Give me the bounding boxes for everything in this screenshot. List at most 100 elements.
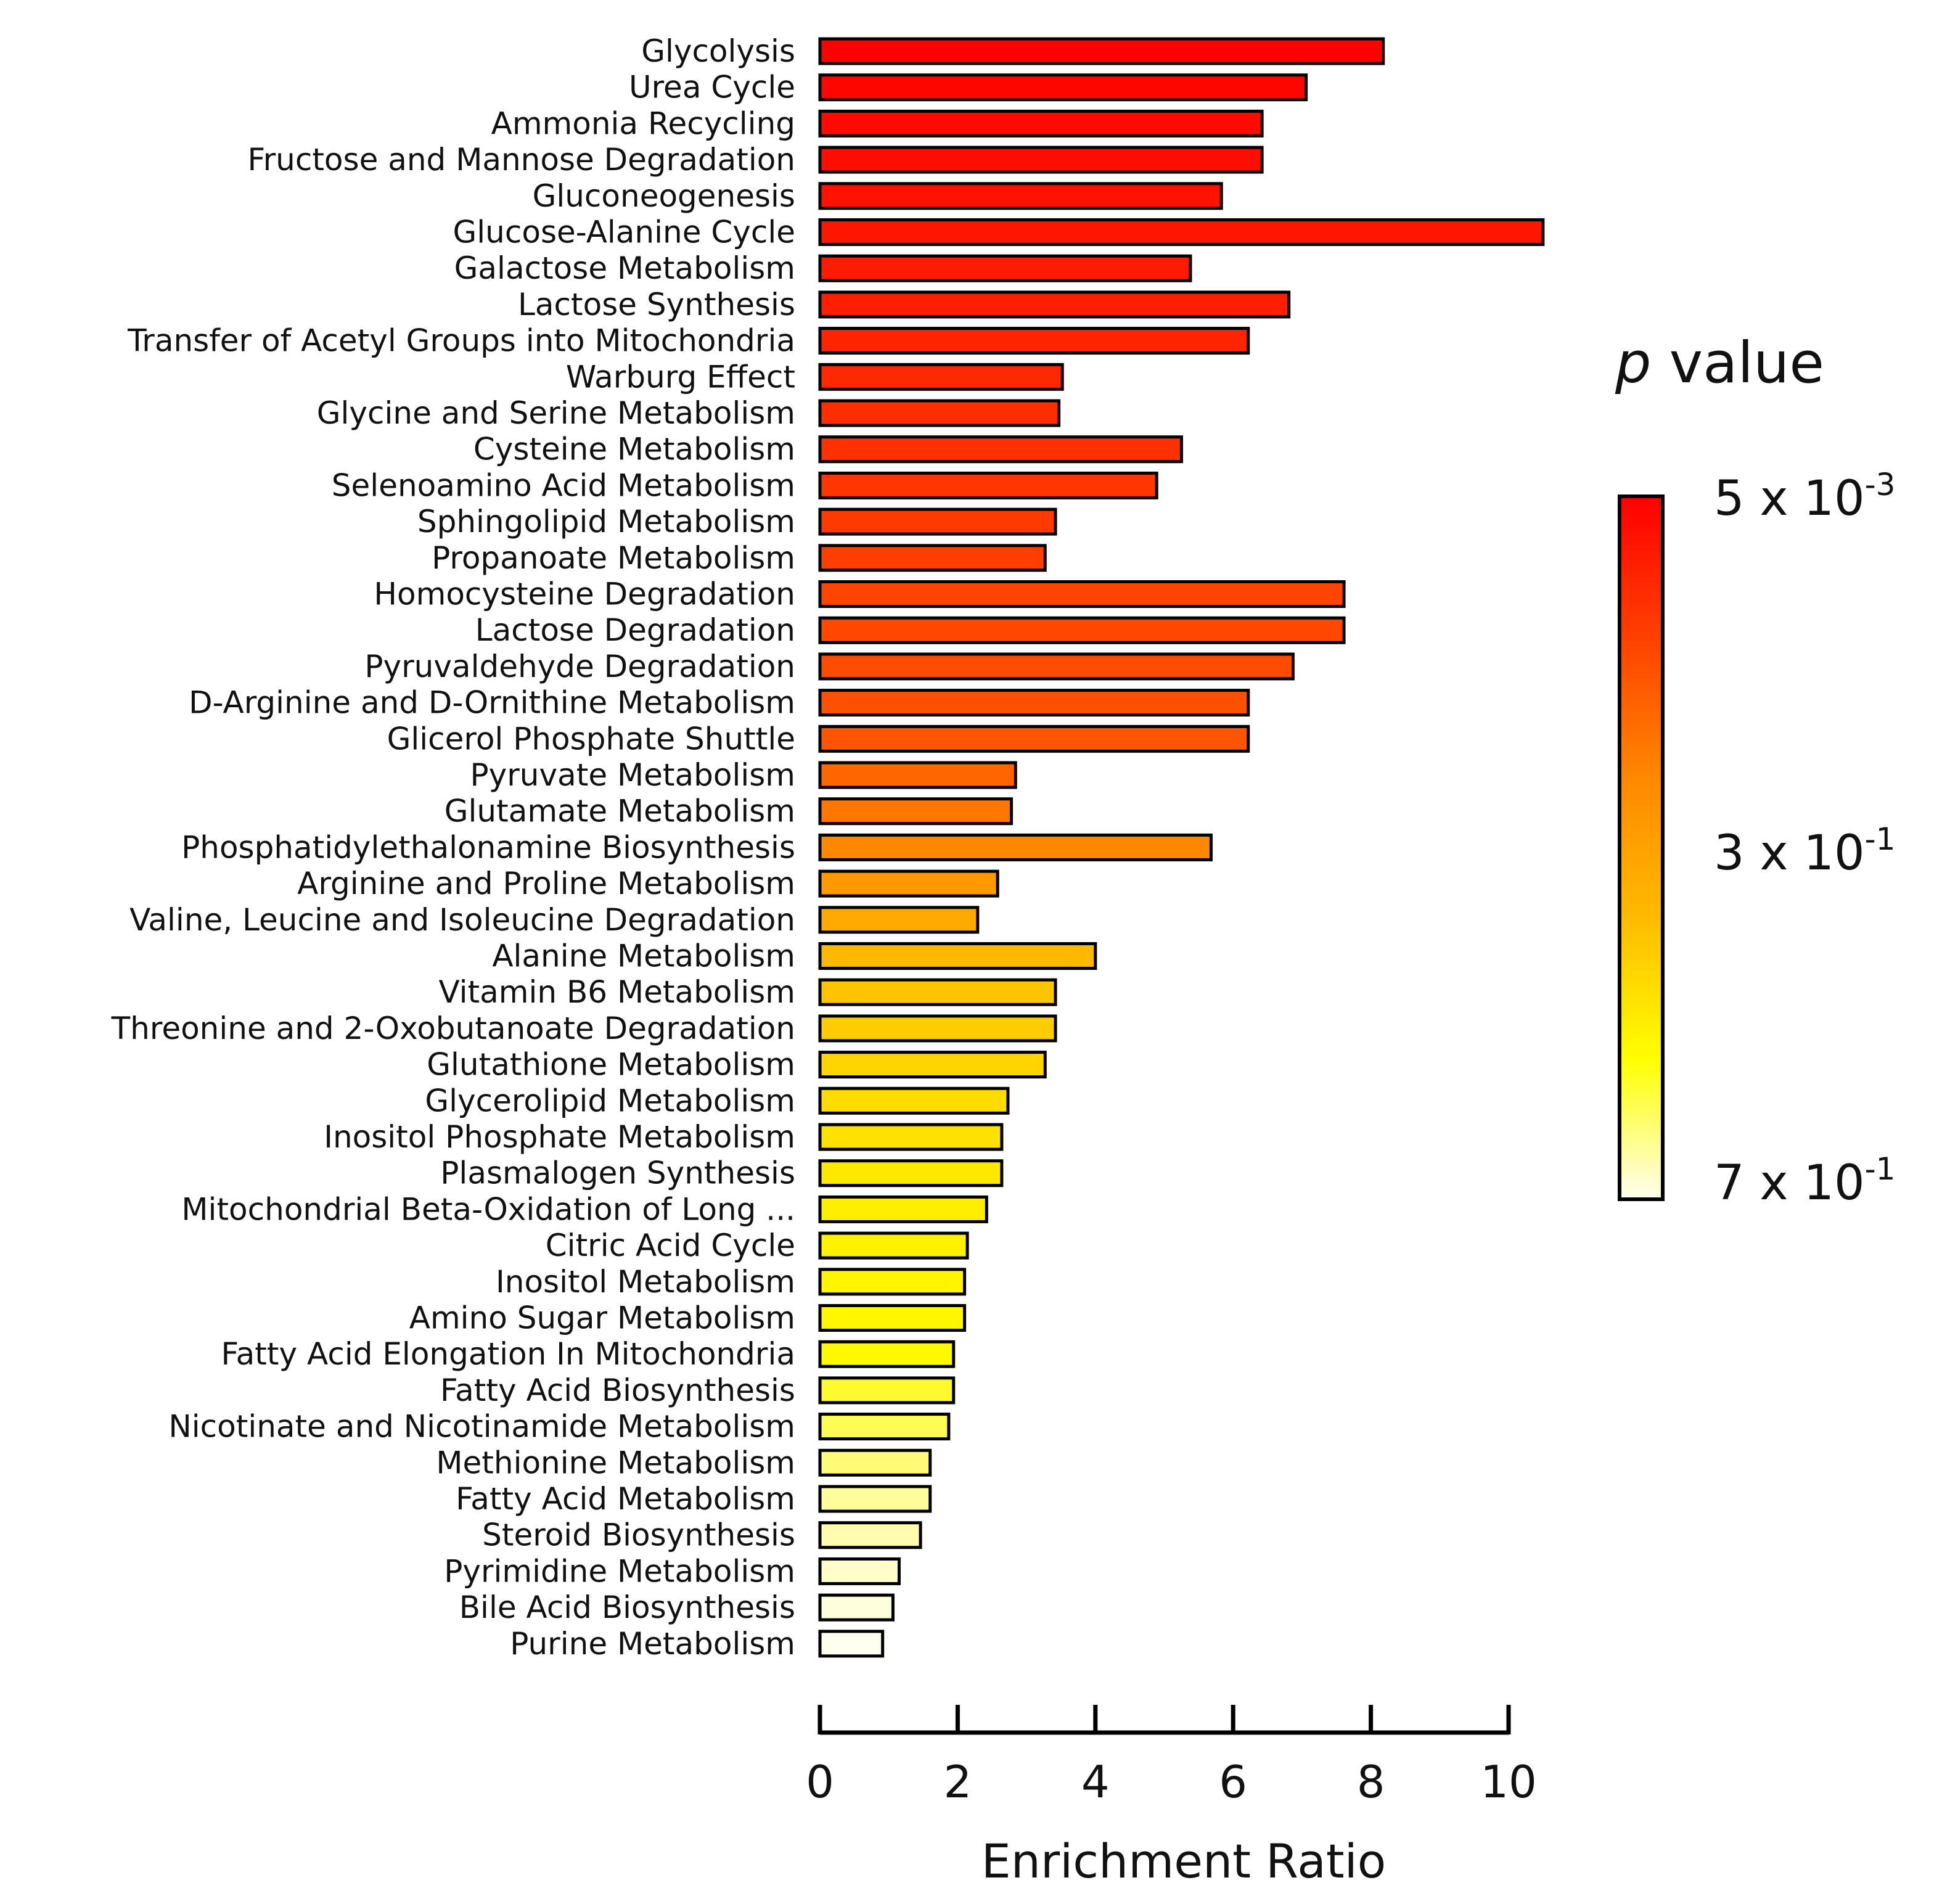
x-tick-label: 8	[1357, 1756, 1385, 1808]
category-label: Nicotinate and Nicotinamide Metabolism	[168, 1409, 795, 1445]
bar	[818, 1231, 969, 1260]
category-label: Valine, Leucine and Isoleucine Degradati…	[129, 902, 795, 938]
category-label: Warburg Effect	[566, 359, 795, 395]
x-tick-label: 0	[806, 1756, 834, 1808]
bar	[818, 1376, 956, 1405]
bar	[818, 978, 1057, 1006]
bar	[818, 942, 1097, 970]
category-label: Fatty Acid Metabolism	[456, 1481, 795, 1517]
category-label: Galactose Metabolism	[454, 250, 795, 286]
bar	[818, 1557, 901, 1585]
category-label: Pyruvate Metabolism	[470, 757, 796, 793]
category-label: Homocysteine Degradation	[374, 577, 795, 612]
bar	[818, 507, 1057, 536]
bar	[818, 37, 1385, 65]
category-label: Bile Acid Biosynthesis	[459, 1590, 795, 1625]
bar	[818, 435, 1183, 464]
colorbar-legend: p value 5 x 10-33 x 10-17 x 10-1	[1615, 330, 1896, 1211]
bar	[818, 109, 1264, 137]
category-label: Glycerolipid Metabolism	[425, 1083, 795, 1118]
bar	[818, 544, 1047, 572]
bar	[818, 616, 1346, 644]
category-label: Fatty Acid Biosynthesis	[440, 1373, 795, 1408]
bar	[818, 580, 1346, 608]
category-label: Inositol Metabolism	[496, 1264, 795, 1300]
category-label: Arginine and Proline Metabolism	[297, 866, 795, 901]
bar	[818, 254, 1192, 282]
category-label: Plasmalogen Synthesis	[440, 1155, 795, 1191]
category-label: Alanine Metabolism	[492, 938, 795, 974]
colorbar	[1618, 494, 1665, 1201]
category-label: Amino Sugar Metabolism	[409, 1300, 795, 1336]
category-label: Inositol Phosphate Metabolism	[324, 1119, 795, 1155]
category-label: Mitochondrial Beta-Oxidation of Long ...	[181, 1191, 795, 1227]
bar	[818, 146, 1264, 174]
category-label: Propanoate Metabolism	[432, 540, 795, 576]
legend-tick-group: 5 x 10-33 x 10-17 x 10-1	[1714, 467, 1896, 1211]
legend-tick-base: 5 x 10	[1714, 471, 1865, 527]
bar	[818, 363, 1064, 391]
category-label: Glucose-Alanine Cycle	[453, 215, 795, 250]
bar	[818, 1340, 956, 1368]
bar	[818, 1593, 895, 1622]
x-tick-label: 2	[943, 1756, 972, 1808]
x-axis: 0 2 4 6 8 10	[806, 1705, 1537, 1808]
bar	[818, 1630, 885, 1658]
category-label: Pyrimidine Metabolism	[444, 1553, 795, 1589]
x-axis-title: Enrichment Ratio	[981, 1834, 1387, 1889]
bar	[818, 1521, 922, 1549]
category-label: Urea Cycle	[629, 70, 795, 105]
bar	[818, 471, 1158, 499]
bar	[818, 689, 1250, 717]
legend-tick-exponent: -3	[1865, 467, 1896, 503]
bar	[818, 761, 1017, 789]
category-label: Glycolysis	[641, 33, 795, 69]
legend-tick-label: 5 x 10-3	[1714, 467, 1896, 527]
category-label: Lactose Degradation	[475, 612, 795, 648]
bar	[818, 290, 1291, 319]
bar	[818, 724, 1250, 753]
category-label: Glutathione Metabolism	[427, 1047, 795, 1083]
bar	[818, 1413, 951, 1441]
category-label: Threonine and 2-Oxobutanoate Degradation	[111, 1011, 795, 1046]
legend-tick-base: 3 x 10	[1714, 826, 1865, 881]
bar	[818, 327, 1250, 355]
category-label: Lactose Synthesis	[518, 287, 795, 322]
category-label: Transfer of Acetyl Groups into Mitochond…	[127, 323, 795, 359]
category-label: Glutamate Metabolism	[444, 794, 795, 829]
category-label: Purine Metabolism	[510, 1626, 795, 1662]
bar	[818, 797, 1014, 826]
bar	[818, 1014, 1057, 1043]
bar	[818, 399, 1061, 427]
category-label: Gluconeogenesis	[533, 178, 795, 214]
category-label: Citric Acid Cycle	[546, 1228, 795, 1263]
category-label: Steroid Biosynthesis	[482, 1517, 795, 1553]
category-label: Methionine Metabolism	[436, 1445, 795, 1480]
bar	[818, 1485, 932, 1513]
category-label: Phosphatidylethalonamine Biosynthesis	[181, 829, 795, 865]
bar	[818, 652, 1295, 681]
x-tick-label: 6	[1219, 1756, 1247, 1808]
bar-group	[818, 37, 1545, 1658]
bar	[818, 1268, 967, 1296]
category-label: Ammonia Recycling	[491, 105, 795, 141]
bar	[818, 218, 1545, 246]
bar	[818, 1086, 1010, 1115]
legend-tick-label: 3 x 10-1	[1714, 821, 1896, 881]
bar	[818, 1304, 967, 1332]
category-label: Pyruvaldehyde Degradation	[364, 649, 795, 684]
category-label: D-Arginine and D-Ornithine Metabolism	[189, 685, 795, 721]
category-label: Sphingolipid Metabolism	[417, 504, 795, 540]
category-label: Selenoamino Acid Metabolism	[332, 467, 795, 503]
category-label: Vitamin B6 Metabolism	[439, 974, 795, 1010]
category-label: Glycine and Serine Metabolism	[317, 395, 795, 431]
legend-title-italic: p	[1615, 330, 1651, 396]
bar	[818, 182, 1223, 210]
bar	[818, 1448, 932, 1477]
legend-tick-label: 7 x 10-1	[1714, 1151, 1896, 1211]
legend-tick-base: 7 x 10	[1714, 1155, 1865, 1211]
legend-tick-exponent: -1	[1865, 821, 1896, 857]
bar	[818, 1051, 1047, 1079]
